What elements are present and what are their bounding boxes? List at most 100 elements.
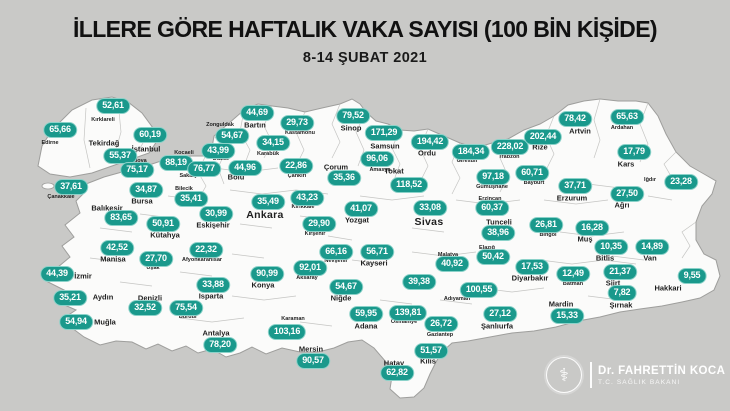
- province-label-duzce: Düzce: [212, 156, 230, 162]
- value-badge-sakarya: 76,77: [187, 161, 221, 177]
- province-label-ankara: Ankara: [246, 209, 284, 221]
- value-badge-gumushane: 97,18: [476, 169, 510, 185]
- province-label-bolu: Bolu: [227, 172, 245, 182]
- value-badge-tekirdag: 55,37: [103, 148, 137, 164]
- value-badge-rize: 202,44: [523, 129, 563, 145]
- province-label-canakkale: Çanakkale: [47, 194, 75, 200]
- province-label-malatya: Malatya: [437, 252, 459, 258]
- province-label-kirklareli: Kırklareli: [91, 117, 115, 123]
- value-badge-afyonkarahisar: 22,32: [189, 242, 223, 258]
- value-badge-kirikkale: 43,23: [290, 190, 324, 206]
- province-label-erzurum: Erzurum: [556, 193, 588, 203]
- value-badge-antalya: 78,20: [203, 337, 237, 353]
- value-badge-nigde: 54,67: [329, 279, 363, 295]
- province-label-mersin: Mersin: [298, 344, 324, 354]
- province-label-konya: Konya: [251, 280, 275, 290]
- value-badge-bingol: 26,81: [529, 217, 563, 233]
- value-badge-ankara: 35,49: [251, 194, 285, 210]
- province-label-yozgat: Yozgat: [344, 215, 370, 225]
- value-badge-elazig: 50,42: [476, 249, 510, 265]
- province-label-isparta: Isparta: [198, 291, 224, 301]
- province-label-kilis: Kilis: [420, 356, 436, 366]
- value-badge-aydin: 35,21: [53, 290, 87, 306]
- value-badge-giresun: 184,34: [451, 144, 491, 160]
- value-badge-bayburt: 60,71: [515, 165, 549, 181]
- province-label-agri: Ağrı: [614, 200, 630, 210]
- value-badge-nevsehir: 66,16: [319, 244, 353, 260]
- value-badge-erzincan: 60,37: [475, 200, 509, 216]
- province-label-bayburt: Bayburt: [523, 180, 545, 186]
- value-badge-denizli: 32,52: [128, 300, 162, 316]
- value-badge-hakkari: 9,55: [677, 268, 707, 284]
- province-label-giresun: Giresun: [456, 158, 478, 164]
- province-label-balikesir: Balıkesir: [91, 203, 123, 213]
- province-label-adana: Adana: [354, 321, 378, 331]
- value-badge-bitlis: 10,35: [594, 239, 628, 255]
- province-label-ardahan: Ardahan: [610, 125, 634, 131]
- value-badge-bursa: 34,87: [129, 182, 163, 198]
- value-badge-amasya: 96,06: [360, 151, 394, 167]
- value-badge-samsun: 171,29: [364, 125, 404, 141]
- page-subtitle: 8-14 ŞUBAT 2021: [302, 50, 428, 66]
- value-badge-isparta: 33,88: [196, 277, 230, 293]
- signature-role: T.C. SAĞLIK BAKANI: [598, 378, 681, 386]
- province-label-kirsehir: Kırşehir: [304, 231, 326, 237]
- province-label-yalova: Yalova: [129, 158, 147, 164]
- province-label-kastamonu: Kastamonu: [285, 130, 315, 136]
- province-label-burdur: Burdur: [178, 314, 198, 320]
- province-label-bilecik: Bilecik: [175, 186, 193, 192]
- value-badge-erzurum: 37,71: [558, 178, 592, 194]
- value-badge-kirsehir: 29,90: [302, 216, 336, 232]
- value-badge-burdur: 75,54: [169, 300, 203, 316]
- value-badge-sirnak: 7,82: [607, 285, 637, 301]
- value-badge-ordu: 194,42: [410, 134, 450, 150]
- province-label-karabuk: Karabük: [256, 151, 280, 157]
- province-label-igdir: Iğdır: [644, 177, 656, 183]
- province-label-ordu: Ordu: [418, 148, 436, 158]
- value-badge-kahramanmaras: 39,38: [402, 274, 436, 290]
- province-label-tokat: Tokat: [384, 166, 404, 176]
- page-title: İLLERE GÖRE HAFTALIK VAKA SAYISI (100 Bİ…: [72, 16, 658, 42]
- value-badge-aksaray: 92,01: [293, 260, 327, 276]
- value-badge-canakkale: 37,61: [54, 179, 88, 195]
- value-badge-karaman: 103,16: [267, 324, 307, 340]
- province-label-manisa: Manisa: [100, 254, 126, 264]
- value-badge-kutahya: 50,91: [146, 216, 180, 232]
- province-label-zonguldak: Zonguldak: [206, 122, 234, 128]
- province-label-nigde: Niğde: [330, 293, 352, 303]
- province-label-trabzon: Trabzon: [498, 154, 520, 160]
- province-label-bursa: Bursa: [131, 196, 153, 206]
- province-label-sinop: Sinop: [340, 123, 362, 133]
- value-badge-adiyaman: 100,55: [459, 282, 499, 298]
- province-label-izmir: İzmir: [74, 271, 92, 281]
- province-label-kayseri: Kayseri: [360, 258, 388, 268]
- province-label-diyarbakir: Diyarbakır: [511, 273, 549, 283]
- value-badge-kars: 17,79: [617, 144, 651, 160]
- value-badge-van: 14,89: [635, 239, 669, 255]
- value-badge-zonguldak: 54,67: [215, 128, 249, 144]
- province-label-karaman: Karaman: [281, 316, 305, 322]
- value-badge-bartin: 44,69: [240, 105, 274, 121]
- value-badge-mersin: 90,57: [296, 353, 330, 369]
- value-badge-igdir: 23,28: [664, 174, 698, 190]
- value-badge-bolu: 44,96: [228, 160, 262, 176]
- value-badge-corum: 35,36: [327, 170, 361, 186]
- province-label-kars: Kars: [617, 159, 635, 169]
- province-label-usak: Uşak: [146, 265, 160, 271]
- value-badge-siirt: 21,37: [603, 264, 637, 280]
- ministry-of-health-seal-icon: ⚕: [546, 357, 582, 393]
- value-badge-izmir: 44,39: [40, 266, 74, 282]
- province-label-afyonkarahisar: Afyonkarahisar: [181, 257, 223, 263]
- province-label-bartin: Bartın: [244, 120, 266, 130]
- value-badge-kirklareli: 52,61: [96, 98, 130, 114]
- value-badge-yalova: 75,17: [120, 162, 154, 178]
- value-badge-bilecik: 35,41: [174, 191, 208, 207]
- province-label-erzincan: Erzincan: [478, 196, 502, 202]
- province-label-denizli: Denizli: [137, 293, 163, 303]
- province-label-edirne: Edirne: [41, 140, 59, 146]
- value-badge-mus: 16,28: [575, 220, 609, 236]
- value-badge-kilis: 51,57: [414, 343, 448, 359]
- value-badge-gaziantep: 26,72: [424, 316, 458, 332]
- province-label-batman: Batman: [562, 281, 584, 287]
